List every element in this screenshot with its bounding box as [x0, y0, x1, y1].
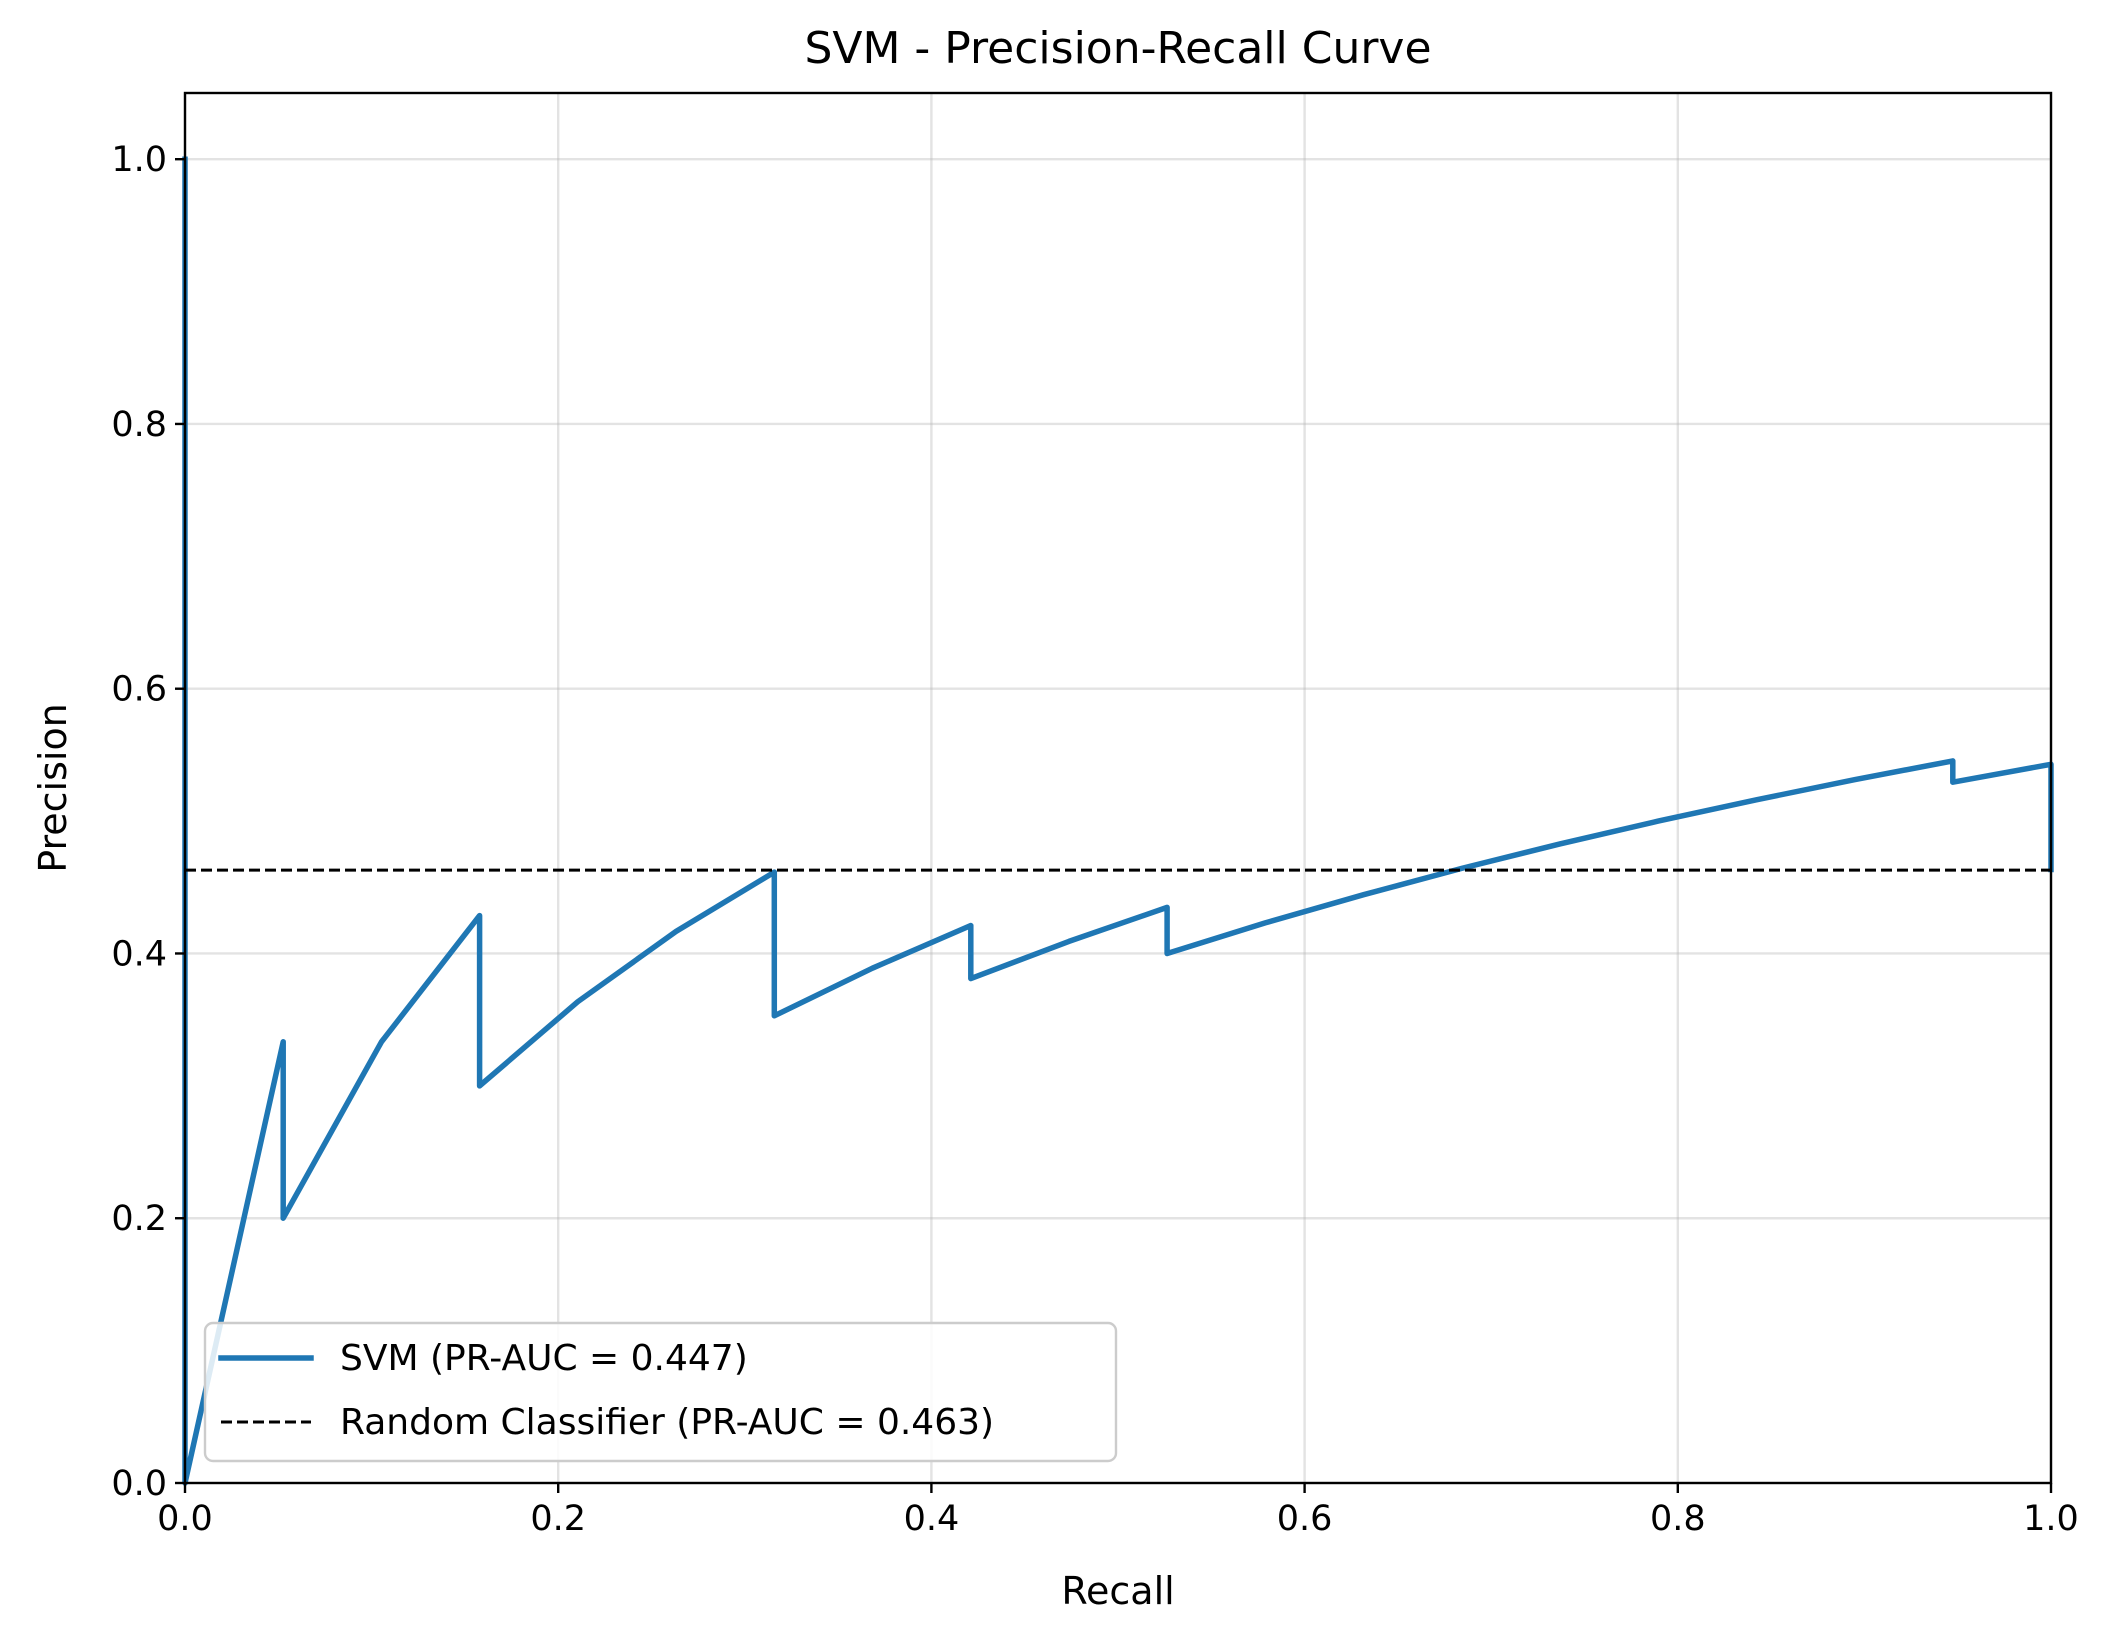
- x-tick-label: 0.4: [904, 1499, 960, 1539]
- legend-box: [203, 1321, 1118, 1463]
- chart-title: SVM - Precision-Recall Curve: [804, 23, 1431, 74]
- svm-curve: [182, 156, 2054, 1486]
- x-tick-label: 1.0: [2023, 1499, 2079, 1539]
- x-axis-label: Recall: [1061, 1569, 1174, 1613]
- y-tick-label: 0.8: [111, 405, 167, 445]
- legend: SVM (PR-AUC = 0.447) Random Classifier (…: [203, 1321, 1118, 1463]
- y-tick-label: 0.2: [111, 1199, 167, 1239]
- y-axis-label: Precision: [31, 703, 75, 873]
- plot-series: [182, 156, 2054, 1486]
- x-tick-label: 0.0: [157, 1499, 213, 1539]
- y-tick-label: 0.6: [111, 670, 167, 710]
- legend-label-random: Random Classifier (PR-AUC = 0.463): [340, 1402, 994, 1443]
- x-tick-label: 0.6: [1277, 1499, 1333, 1539]
- axis-ticks: 0.0 0.2 0.4 0.6 0.8 1.0 0.0 0.2 0.4 0.6 0.8 1.0: [111, 140, 2079, 1539]
- axes-frame: [183, 91, 2053, 1485]
- grid: [183, 93, 2053, 1485]
- y-tick-label: 0.0: [111, 1464, 167, 1504]
- x-tick-label: 0.2: [530, 1499, 586, 1539]
- y-tick-label: 0.4: [111, 934, 167, 974]
- legend-label-svm: SVM (PR-AUC = 0.447): [340, 1338, 748, 1379]
- y-tick-label: 1.0: [111, 140, 167, 180]
- x-tick-label: 0.8: [1650, 1499, 1706, 1539]
